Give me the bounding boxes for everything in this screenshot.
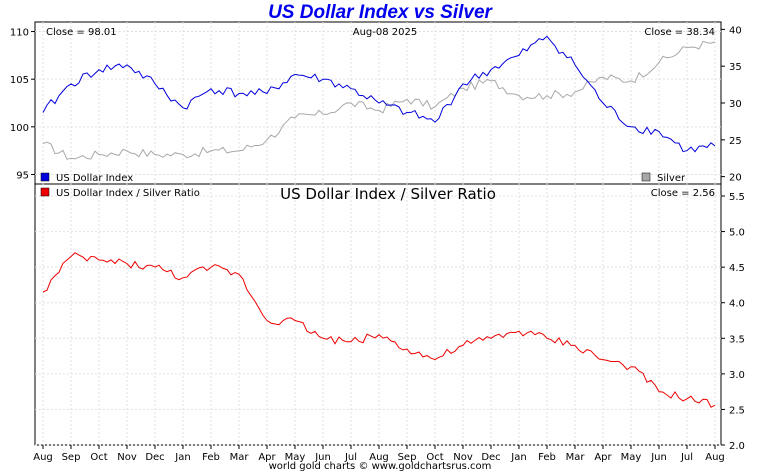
x-tick-label: Jan <box>174 452 190 463</box>
x-tick-label: Dec <box>481 452 500 463</box>
top-close-left: Close = 98.01 <box>46 27 117 38</box>
bottom-panel-title: US Dollar Index / Silver Ratio <box>280 185 496 203</box>
x-tick-label: Apr <box>258 452 276 463</box>
legend-silver-label: Silver <box>657 173 686 184</box>
ratio-tick-label: 5.0 <box>729 228 745 239</box>
y-left-tick-label: 100 <box>10 123 29 134</box>
ratio-tick-label: 2.0 <box>729 441 745 452</box>
x-tick-label: Sep <box>62 452 81 463</box>
series-silver-line <box>42 40 716 160</box>
bottom-series <box>42 252 716 408</box>
top-date-label: Aug-08 2025 <box>353 27 418 38</box>
x-tick-label: Aug <box>369 452 389 463</box>
x-tick-label: Oct <box>426 452 443 463</box>
legend-silver-swatch <box>641 172 651 182</box>
y-left-tick-label: 110 <box>10 28 29 39</box>
x-tick-label: Aug <box>33 452 53 463</box>
y-left-tick-label: 105 <box>10 75 29 86</box>
ratio-tick-label: 3.5 <box>729 334 745 345</box>
series-usd-line <box>42 35 716 153</box>
x-tick-label: Sep <box>398 452 417 463</box>
y-right-tick-label: 40 <box>729 25 742 36</box>
x-tick-label: Apr <box>594 452 612 463</box>
x-tick-label: Nov <box>453 452 473 463</box>
y-right-tick-label: 35 <box>729 62 742 73</box>
x-tick-label: Jul <box>344 452 357 463</box>
top-panel-frame <box>34 21 722 185</box>
bottom-close-label: Close = 2.56 <box>651 188 715 199</box>
x-tick-label: Oct <box>90 452 107 463</box>
axes: Aug Sep Oct Nov Dec Jan Feb Mar Apr May Jun Jul Aug S… <box>10 25 745 463</box>
y-right-tick-label: 20 <box>729 173 742 184</box>
ratio-tick-label: 4.5 <box>729 263 745 274</box>
x-tick-label: Nov <box>117 452 137 463</box>
x-tick-label: Jul <box>680 452 693 463</box>
top-close-right: Close = 38.34 <box>644 27 715 38</box>
y-left-tick-label: 95 <box>16 170 29 181</box>
bottom-panel-frame <box>34 183 722 446</box>
y-right-tick-label: 30 <box>729 99 742 110</box>
ratio-tick-label: 4.0 <box>729 299 745 310</box>
ratio-tick-label: 3.0 <box>729 370 745 381</box>
x-tick-label: Mar <box>230 452 250 463</box>
x-tick-label: Jan <box>510 452 526 463</box>
footer-credit: world gold charts © www.goldchartsrus.co… <box>268 461 492 472</box>
x-tick-label: Jun <box>314 452 331 463</box>
series-ratio-line <box>42 252 716 408</box>
x-tick-label: May <box>621 452 642 463</box>
ratio-tick-label: 5.5 <box>729 192 745 203</box>
ratio-tick-label: 2.5 <box>729 405 745 416</box>
chart-title: US Dollar Index vs Silver <box>268 2 492 23</box>
legend-ratio-swatch <box>40 187 50 197</box>
legend-usd-label: US Dollar Index <box>56 173 133 184</box>
bottom-grid <box>35 184 721 446</box>
x-tick-label: May <box>285 452 306 463</box>
x-tick-label: Aug <box>705 452 725 463</box>
x-tick-label: Jun <box>650 452 667 463</box>
x-tick-label: Dec <box>145 452 164 463</box>
top-series <box>42 35 716 160</box>
x-tick-label: Feb <box>202 452 220 463</box>
x-tick-label: Feb <box>538 452 556 463</box>
legend-ratio-label: US Dollar Index / Silver Ratio <box>56 188 200 199</box>
legend-usd-swatch <box>40 172 50 182</box>
y-right-tick-label: 25 <box>729 136 742 147</box>
x-tick-label: Mar <box>566 452 586 463</box>
